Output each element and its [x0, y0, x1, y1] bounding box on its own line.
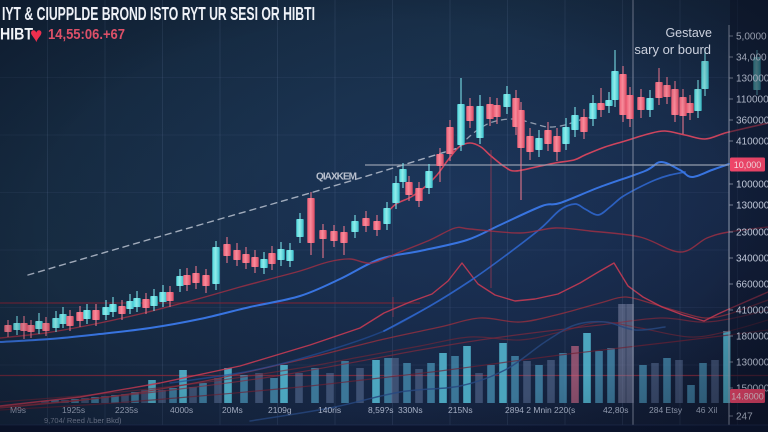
- svg-text:330Ns: 330Ns: [398, 405, 423, 415]
- svg-text:42,80s: 42,80s: [603, 405, 629, 415]
- svg-text:9,704/ Reed /Lber Bkd): 9,704/ Reed /Lber Bkd): [44, 416, 122, 425]
- svg-text:215Ns: 215Ns: [448, 405, 473, 415]
- svg-text:M9s: M9s: [10, 405, 26, 415]
- svg-text:130000: 130000: [736, 200, 768, 211]
- svg-text:1925s: 1925s: [62, 405, 85, 415]
- svg-text:2894 2 Mnin: 2894 2 Mnin: [505, 405, 552, 415]
- svg-text:Gestave: Gestave: [665, 26, 712, 40]
- svg-text:46 Xil: 46 Xil: [696, 405, 717, 415]
- svg-text:2235s: 2235s: [115, 405, 138, 415]
- svg-text:230000: 230000: [736, 227, 768, 238]
- svg-text:34,000: 34,000: [736, 52, 767, 63]
- svg-text:180000: 180000: [736, 331, 768, 342]
- svg-text:410000: 410000: [736, 305, 768, 316]
- svg-text:8,59?s: 8,59?s: [368, 405, 394, 415]
- svg-text:410000: 410000: [736, 136, 768, 147]
- svg-text:284 Etsy: 284 Etsy: [649, 405, 683, 415]
- svg-text:QIAXKEM: QIAXKEM: [316, 172, 357, 183]
- svg-text:140ris: 140ris: [318, 405, 341, 415]
- svg-text:340000: 340000: [736, 253, 768, 264]
- svg-text:14,55:06.+67: 14,55:06.+67: [48, 27, 125, 43]
- svg-text:220(s: 220(s: [554, 405, 575, 415]
- svg-text:247: 247: [736, 411, 753, 422]
- svg-text:14.8000: 14.8000: [731, 392, 764, 402]
- svg-text:10,000: 10,000: [734, 160, 762, 170]
- svg-text:5,0000: 5,0000: [736, 31, 767, 42]
- svg-text:2109g: 2109g: [268, 405, 292, 415]
- svg-text:sary or bourd: sary or bourd: [634, 42, 711, 57]
- svg-text:20Ms: 20Ms: [222, 405, 243, 415]
- svg-text:100000: 100000: [736, 179, 768, 190]
- svg-text:110000: 110000: [736, 94, 768, 105]
- svg-text:360000: 360000: [736, 115, 768, 126]
- svg-text:130000: 130000: [736, 357, 768, 368]
- svg-text:HIBT: HIBT: [0, 25, 34, 44]
- svg-text:660000: 660000: [736, 279, 768, 290]
- svg-text:IYT & CIUPPLDE BROND ISTO RYT: IYT & CIUPPLDE BROND ISTO RYT UR SESI OR…: [2, 4, 315, 24]
- svg-text:♥: ♥: [30, 24, 42, 47]
- svg-text:130000: 130000: [736, 73, 768, 84]
- svg-text:4000s: 4000s: [170, 405, 193, 415]
